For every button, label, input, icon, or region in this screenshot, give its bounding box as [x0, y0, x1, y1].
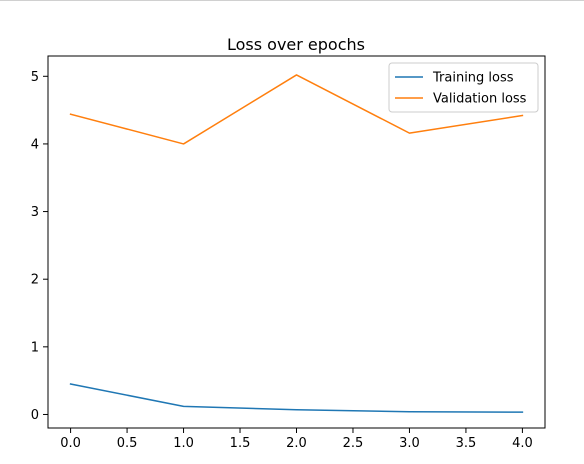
x-tick-label: 2.0: [286, 436, 307, 451]
x-tick-label: 3.0: [399, 436, 420, 451]
x-tick-label: 1.5: [230, 436, 251, 451]
series-line-validation-loss: [69, 74, 524, 145]
y-tick-label: 4: [31, 137, 39, 152]
y-tick-label: 2: [31, 273, 39, 288]
series-layer: [69, 74, 524, 413]
x-tick-label: 0.0: [60, 436, 81, 451]
x-tick-label: 4.0: [512, 436, 533, 451]
series-line-training-loss: [69, 383, 524, 413]
legend-label: Training loss: [432, 71, 514, 86]
y-tick-label: 3: [31, 205, 39, 220]
window-top-border: [0, 0, 584, 1]
chart-title: Loss over epochs: [227, 35, 365, 54]
x-tick-label: 2.5: [343, 436, 364, 451]
x-tick-label: 1.0: [173, 436, 194, 451]
legend: Training loss Validation loss: [388, 62, 539, 113]
legend-label: Validation loss: [433, 92, 527, 107]
y-tick-label: 1: [31, 340, 39, 355]
x-tick-label: 0.5: [117, 436, 138, 451]
y-axis: 0 1 2 3 4 5: [31, 70, 48, 423]
y-tick-label: 5: [31, 70, 39, 85]
y-tick-label: 0: [31, 408, 39, 423]
x-axis: 0.0 0.5 1.0 1.5 2.0 2.5 3.0 3.5 4.0: [60, 428, 533, 451]
x-tick-label: 3.5: [456, 436, 477, 451]
legend-box: [388, 62, 539, 113]
